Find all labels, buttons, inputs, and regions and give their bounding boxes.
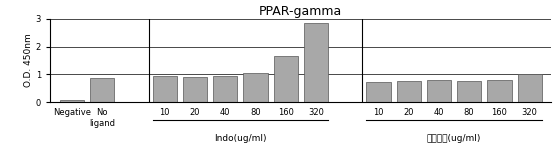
Bar bbox=[397, 81, 421, 102]
Title: PPAR-gamma: PPAR-gamma bbox=[259, 5, 343, 18]
Y-axis label: O.D. 450nm: O.D. 450nm bbox=[24, 34, 33, 87]
Text: 동충하초(ug/ml): 동충하초(ug/ml) bbox=[427, 134, 481, 143]
Bar bbox=[367, 82, 390, 102]
Bar bbox=[243, 73, 267, 102]
Bar bbox=[213, 76, 237, 102]
Bar bbox=[487, 80, 511, 102]
Bar bbox=[273, 56, 298, 102]
Bar bbox=[427, 80, 451, 102]
Bar bbox=[183, 77, 207, 102]
Bar bbox=[304, 23, 328, 102]
Bar bbox=[153, 76, 177, 102]
Bar bbox=[90, 78, 114, 102]
Bar bbox=[517, 74, 542, 102]
Text: Indo(ug/ml): Indo(ug/ml) bbox=[214, 134, 267, 143]
Bar bbox=[457, 81, 481, 102]
Bar bbox=[60, 100, 84, 102]
